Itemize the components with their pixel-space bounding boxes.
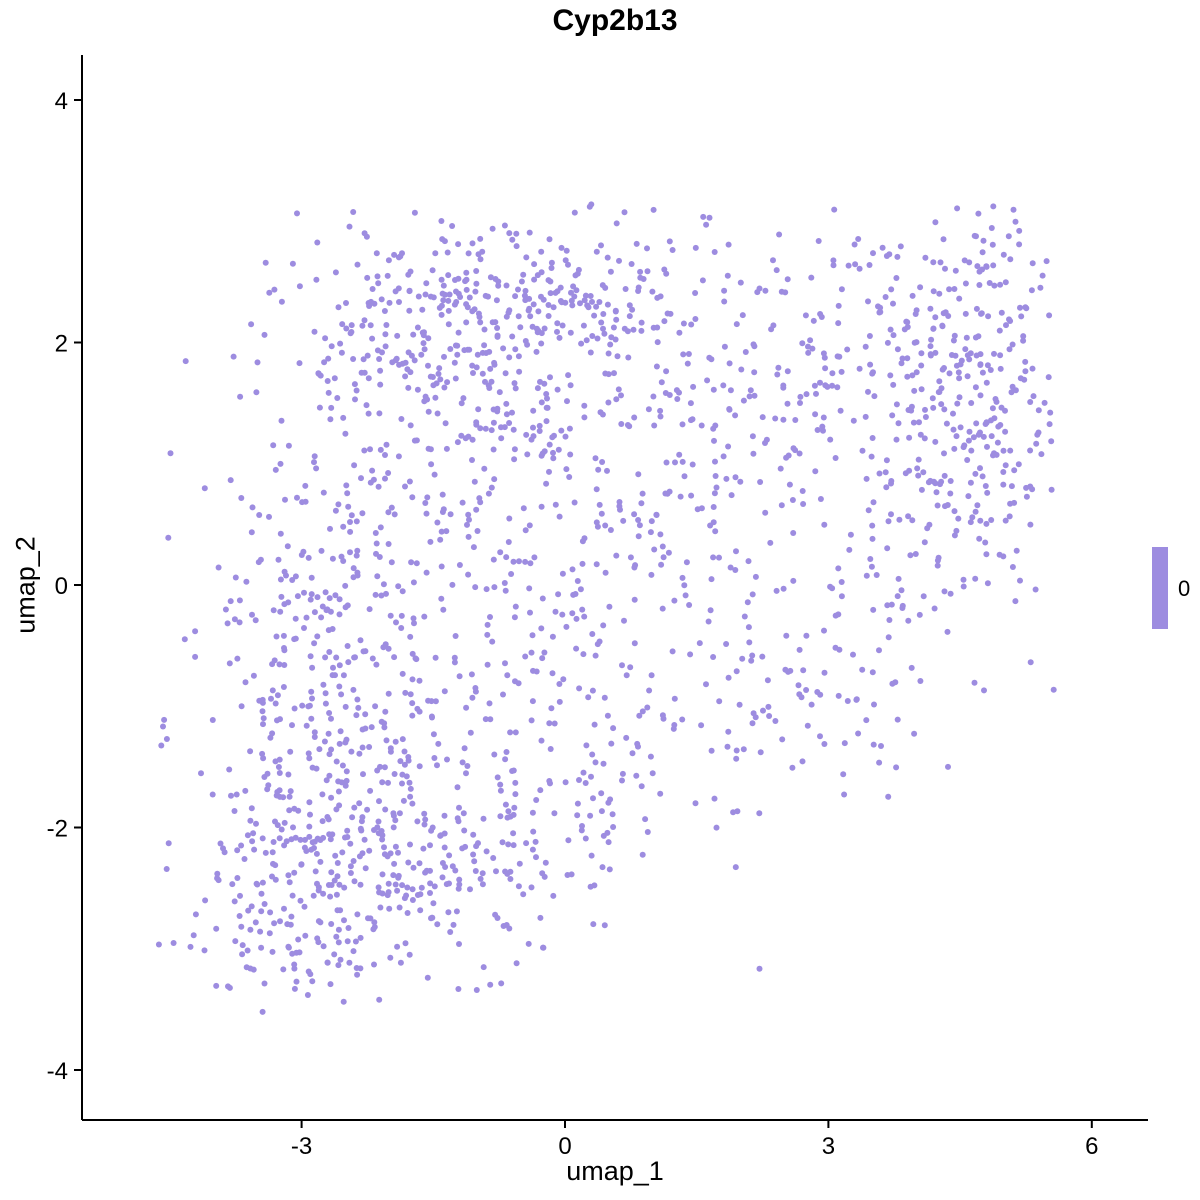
chart-title: Cyp2b13 [552, 4, 678, 37]
x-tick-label: 6 [1085, 1133, 1098, 1160]
x-axis-ticks: -3 0 3 6 [291, 1120, 1098, 1160]
y-tick-label: 4 [55, 88, 68, 115]
x-tick-label: -3 [291, 1133, 312, 1160]
x-tick-label: 0 [558, 1133, 571, 1160]
legend-label: 0 [1178, 576, 1190, 601]
legend-colorbar [1152, 547, 1168, 629]
y-tick-label: -4 [47, 1058, 68, 1085]
scatter-points [155, 201, 1057, 1015]
x-axis-title: umap_1 [566, 1156, 664, 1186]
y-tick-label: -2 [47, 816, 68, 843]
y-axis-ticks: -4 -2 0 2 4 [47, 88, 82, 1085]
y-tick-label: 0 [55, 573, 68, 600]
axis-lines [81, 55, 1148, 1121]
y-tick-label: 2 [55, 331, 68, 358]
legend: 0 [1152, 547, 1190, 629]
x-tick-label: 3 [822, 1133, 835, 1160]
